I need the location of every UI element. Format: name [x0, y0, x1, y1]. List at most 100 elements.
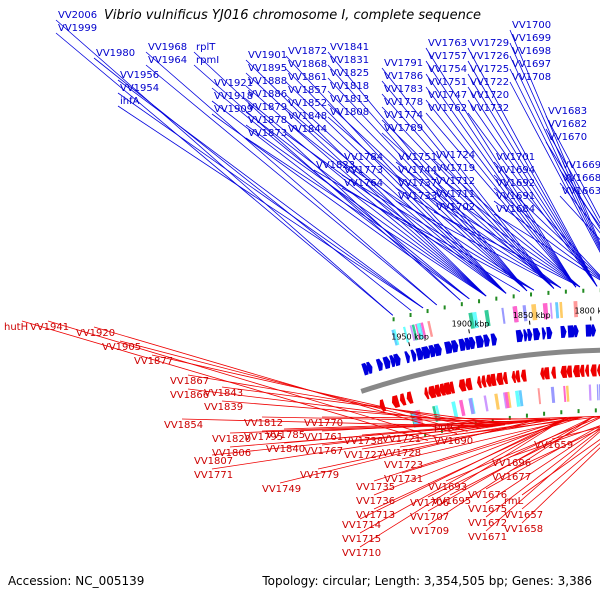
feature-bar — [451, 401, 459, 418]
marker — [512, 294, 515, 299]
leader-line — [521, 438, 600, 496]
gene-label-reverse: VV1657 — [504, 510, 543, 521]
feature-bar — [392, 329, 400, 346]
leader-line — [433, 211, 581, 288]
leader-line — [327, 90, 528, 292]
leader-line — [373, 417, 572, 482]
gene-label-reverse: VV1659 — [534, 440, 573, 451]
gene-label-forward: VV1711 — [436, 189, 475, 200]
leader-line — [373, 417, 572, 496]
feature-bar — [502, 392, 507, 409]
gene-arrow — [434, 384, 442, 397]
feature-bar — [563, 385, 567, 402]
leader-line — [211, 87, 470, 300]
gene-label-reverse: VV1738 — [344, 436, 383, 447]
marker — [547, 290, 550, 295]
gene-label-forward: VV1763 — [428, 38, 467, 49]
gene-label-reverse: VV1807 — [194, 456, 233, 467]
gene-label-forward: VV1670 — [548, 132, 587, 143]
leader-line — [359, 417, 567, 534]
leader-line — [55, 32, 394, 316]
gene-label-forward: VV1751 — [428, 77, 467, 88]
gene-label-reverse: VV1658 — [504, 524, 543, 535]
gene-label-forward: VV1773 — [344, 165, 383, 176]
gene-label-reverse: VV1866 — [170, 390, 209, 401]
leader-line — [467, 47, 598, 287]
gene-label-forward: VV1909 — [214, 104, 253, 115]
gene-label-forward: VV1692 — [496, 178, 535, 189]
leader-line — [545, 115, 600, 219]
leader-line — [485, 429, 600, 518]
leader-line — [117, 92, 424, 309]
feature-bar — [427, 320, 434, 337]
gene-arrow — [523, 329, 528, 342]
leader-line — [327, 77, 528, 292]
leader-line — [117, 79, 424, 309]
gene-arrow — [543, 367, 550, 380]
gene-label-forward: VV1841 — [330, 42, 369, 53]
gene-arrow — [428, 385, 437, 399]
leader-line — [145, 64, 437, 306]
gene-label-forward: VV1691 — [496, 191, 535, 202]
gene-arrow — [449, 381, 456, 394]
feature-bar — [518, 390, 524, 407]
marker — [543, 411, 546, 416]
gene-label-forward: VV1789 — [384, 123, 423, 134]
gene-label-forward: VV1968 — [148, 42, 187, 53]
gene-label-reverse: VV1820 — [212, 434, 251, 445]
gene-label-forward: VV1737 — [398, 178, 437, 189]
gene-arrow — [450, 340, 459, 353]
leader-line — [151, 354, 481, 430]
leader-line — [559, 182, 600, 234]
gene-label-forward: VV1774 — [384, 110, 423, 121]
leader-line — [381, 93, 555, 289]
feature-bar — [550, 386, 556, 403]
leader-line — [93, 57, 412, 312]
gene-arrow — [560, 365, 568, 379]
leader-line — [521, 443, 600, 510]
gene-label-forward: VV1725 — [470, 64, 509, 75]
leader-line — [245, 98, 487, 297]
gene-arrow — [511, 370, 517, 383]
leader-line — [285, 81, 507, 294]
gene-label-forward: VV1980 — [96, 48, 135, 59]
gene-label-forward: VV1888 — [248, 76, 287, 87]
gene-label-forward: VV1954 — [120, 83, 159, 94]
gene-arrow — [375, 358, 383, 372]
gene-label-reverse: VV1675 — [468, 504, 507, 515]
gene-label-forward: VV1857 — [288, 85, 327, 96]
leader-line — [181, 418, 493, 428]
leader-line — [485, 427, 600, 504]
scale-tick — [408, 342, 411, 347]
leader-line — [285, 133, 507, 294]
gene-label-forward: VV1698 — [512, 46, 551, 57]
gene-arrow — [490, 333, 498, 346]
gene-arrow — [572, 365, 581, 378]
leader-line — [559, 195, 600, 241]
gene-arrow — [391, 395, 401, 408]
gene-label-forward: VV1999 — [58, 23, 97, 34]
gene-label-reverse: VV1736 — [356, 496, 395, 507]
gene-arrow — [458, 379, 467, 392]
leader-line — [327, 64, 528, 292]
marker — [564, 289, 567, 294]
leader-line — [381, 106, 555, 289]
marker — [530, 292, 533, 297]
marker — [560, 410, 563, 415]
feature-bar — [596, 384, 599, 401]
gene-label-forward: VV1684 — [496, 204, 535, 215]
gene-arrow — [406, 391, 414, 404]
leader-line — [245, 72, 487, 297]
gene-arrow — [483, 334, 490, 347]
feature-bar — [458, 399, 466, 417]
gene-arrow — [361, 362, 369, 376]
gene-arrow — [475, 335, 484, 349]
gene-label-forward: VV1808 — [330, 107, 369, 118]
scale-label: 1950 kbp — [391, 332, 429, 341]
gene-label-forward: VV1783 — [384, 84, 423, 95]
gene-arrow — [439, 383, 446, 396]
gene-label-forward: VV1831 — [330, 55, 369, 66]
gene-label-reverse: VV1728 — [382, 448, 421, 459]
gene-label-reverse: VV1920 — [76, 328, 115, 339]
gene-arrow — [489, 373, 497, 387]
